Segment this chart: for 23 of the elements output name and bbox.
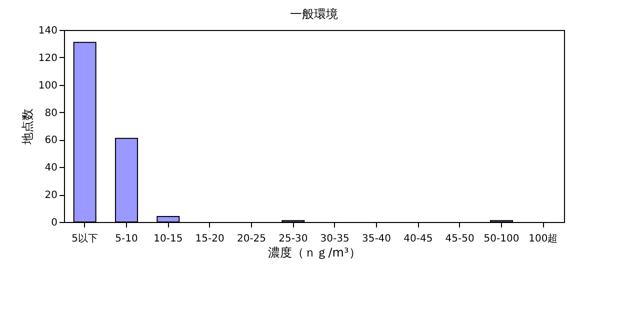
x-tick-label: 5以下	[72, 232, 98, 244]
y-tick-label: 20	[44, 190, 58, 202]
y-tick-label: 40	[44, 162, 58, 174]
y-tick-label: 0	[51, 218, 58, 228]
x-tick-label: 50-100	[484, 234, 520, 244]
y-tick-label: 120	[38, 52, 58, 64]
x-tick-label: 5-10	[115, 234, 138, 244]
x-tick-label: 40-45	[404, 234, 433, 244]
y-tick-label: 60	[44, 135, 58, 146]
y-axis-title: 地点数	[20, 108, 34, 146]
y-tick-label: 140	[38, 26, 58, 36]
y-tick-label: 80	[44, 108, 58, 119]
x-tick-label: 35-40	[362, 234, 392, 244]
x-tick-label: 45-50	[445, 234, 474, 244]
y-tick-label: 100	[38, 80, 58, 92]
x-tick-label: 10-15	[154, 234, 183, 244]
x-tick-label: 30-35	[320, 234, 350, 244]
x-tick-label: 15-20	[195, 234, 224, 244]
x-axis-title: 濃度（ｎｇ/m³）	[268, 246, 361, 260]
x-tick-label: 25-30	[278, 234, 308, 244]
chart-title: 一般環境	[290, 7, 338, 21]
x-tick-label: 100超	[528, 232, 558, 244]
x-tick-label: 20-25	[236, 234, 266, 244]
